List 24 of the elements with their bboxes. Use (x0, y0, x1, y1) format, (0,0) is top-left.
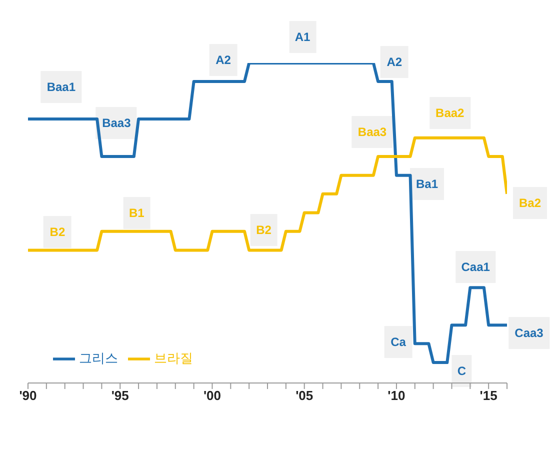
annotation: B2 (44, 216, 72, 248)
annotation: B1 (123, 196, 150, 229)
x-tick-label: '10 (388, 388, 406, 404)
annotation: Ca (384, 326, 412, 358)
legend-label: 그리스 (79, 350, 118, 366)
annotation: A2 (210, 44, 237, 76)
annotation: Ba2 (512, 186, 548, 219)
x-tick-label: '95 (111, 388, 129, 404)
annotation: Baa2 (430, 97, 470, 130)
annotation: Ba1 (410, 168, 444, 200)
x-tick-label: '05 (296, 388, 314, 404)
annotation: Baa1 (40, 70, 82, 103)
annotation: C (451, 355, 472, 388)
annotation: A1 (288, 21, 316, 53)
x-tick-label: '15 (480, 388, 498, 404)
annotation: B2 (250, 214, 278, 246)
annotation: Caa3 (508, 317, 550, 350)
annotation: Baa3 (352, 116, 393, 148)
annotation: Caa1 (455, 251, 496, 284)
x-tick-label: '00 (203, 388, 222, 404)
legend-label: 브라질 (154, 350, 193, 366)
annotation: Baa3 (96, 106, 137, 139)
annotation: A2 (380, 46, 408, 78)
x-tick-label: '90 (19, 388, 37, 404)
